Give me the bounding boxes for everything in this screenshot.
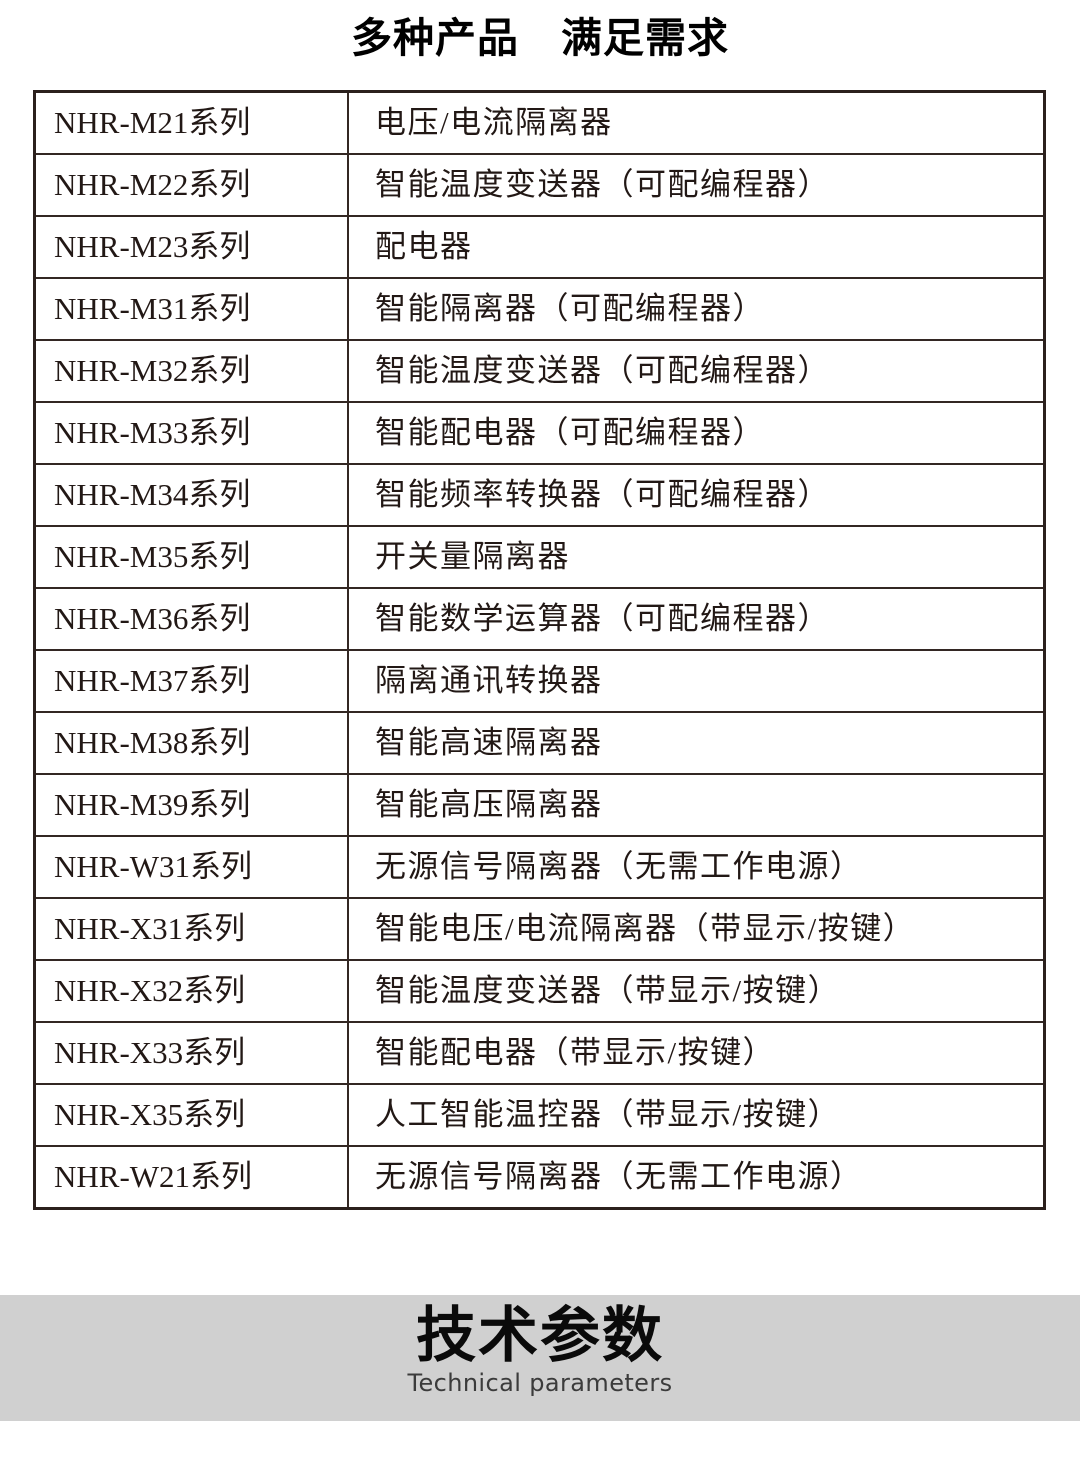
description-label: 智能数学运算器（可配编程器） (375, 601, 830, 636)
description-label: 智能高速隔离器 (375, 725, 603, 760)
table-cell-model: NHR-M37系列 (33, 649, 349, 713)
table-cell-model: NHR-X33系列 (33, 1021, 349, 1085)
model-label: NHR-W21系列 (54, 1159, 253, 1194)
model-label: NHR-M34系列 (54, 477, 251, 512)
description-label: 开关量隔离器 (375, 539, 570, 574)
table-row: NHR-M38系列 智能高速隔离器 (33, 711, 1046, 775)
description-label: 智能温度变送器（带显示/按键） (375, 973, 841, 1008)
table-cell-description: 开关量隔离器 (347, 525, 1046, 589)
model-label: NHR-M37系列 (54, 663, 251, 698)
description-label: 电压/电流隔离器 (375, 105, 613, 140)
table-row: NHR-W31系列 无源信号隔离器（无需工作电源） (33, 835, 1046, 899)
table-cell-model: NHR-M36系列 (33, 587, 349, 651)
description-label: 智能隔离器（可配编程器） (375, 291, 765, 326)
table-cell-description: 无源信号隔离器（无需工作电源） (347, 1145, 1046, 1210)
model-label: NHR-M35系列 (54, 539, 251, 574)
table-row: NHR-M35系列 开关量隔离器 (33, 525, 1046, 589)
model-label: NHR-W31系列 (54, 849, 253, 884)
model-label: NHR-M31系列 (54, 291, 251, 326)
table-cell-model: NHR-M21系列 (33, 90, 349, 155)
description-label: 智能温度变送器（可配编程器） (375, 167, 830, 202)
model-label: NHR-M32系列 (54, 353, 251, 388)
model-label: NHR-M21系列 (54, 105, 251, 140)
table-cell-model: NHR-M32系列 (33, 339, 349, 403)
model-label: NHR-M38系列 (54, 725, 251, 760)
description-label: 智能高压隔离器 (375, 787, 603, 822)
table-cell-description: 智能温度变送器（可配编程器） (347, 153, 1046, 217)
table-cell-description: 智能电压/电流隔离器（带显示/按键） (347, 897, 1046, 961)
table-row: NHR-X35系列 人工智能温控器（带显示/按键） (33, 1083, 1046, 1147)
model-label: NHR-X33系列 (54, 1035, 246, 1070)
table-row: NHR-X33系列 智能配电器（带显示/按键） (33, 1021, 1046, 1085)
table-row: NHR-W21系列 无源信号隔离器（无需工作电源） (33, 1145, 1046, 1210)
table-cell-description: 智能数学运算器（可配编程器） (347, 587, 1046, 651)
description-label: 隔离通讯转换器 (375, 663, 603, 698)
description-label: 配电器 (375, 229, 473, 264)
description-label: 智能配电器（可配编程器） (375, 415, 765, 450)
table-row: NHR-M32系列 智能温度变送器（可配编程器） (33, 339, 1046, 403)
table-cell-description: 配电器 (347, 215, 1046, 279)
table-cell-description: 智能温度变送器（带显示/按键） (347, 959, 1046, 1023)
table-cell-model: NHR-M31系列 (33, 277, 349, 341)
model-label: NHR-X32系列 (54, 973, 246, 1008)
model-label: NHR-M33系列 (54, 415, 251, 450)
table-cell-model: NHR-W31系列 (33, 835, 349, 899)
description-label: 无源信号隔离器（无需工作电源） (375, 1159, 863, 1194)
tech-parameters-title-cn: 技术参数 (416, 1302, 664, 1369)
table-row: NHR-M22系列 智能温度变送器（可配编程器） (33, 153, 1046, 217)
table-cell-description: 智能频率转换器（可配编程器） (347, 463, 1046, 527)
description-label: 无源信号隔离器（无需工作电源） (375, 849, 863, 884)
table-cell-model: NHR-W21系列 (33, 1145, 349, 1210)
tech-parameters-banner: 技术参数 Technical parameters (0, 1295, 1080, 1421)
table-cell-description: 智能配电器（带显示/按键） (347, 1021, 1046, 1085)
table-row: NHR-M31系列 智能隔离器（可配编程器） (33, 277, 1046, 341)
table-row: NHR-M23系列 配电器 (33, 215, 1046, 279)
table-row: NHR-M33系列 智能配电器（可配编程器） (33, 401, 1046, 465)
table-cell-model: NHR-X31系列 (33, 897, 349, 961)
tech-parameters-banner-inner: 技术参数 Technical parameters (0, 1295, 1080, 1398)
table-row: NHR-M37系列 隔离通讯转换器 (33, 649, 1046, 713)
page-title: 多种产品 满足需求 (351, 15, 729, 61)
table-row: NHR-X31系列 智能电压/电流隔离器（带显示/按键） (33, 897, 1046, 961)
description-label: 智能配电器（带显示/按键） (375, 1035, 776, 1070)
table-cell-description: 人工智能温控器（带显示/按键） (347, 1083, 1046, 1147)
table-cell-description: 智能温度变送器（可配编程器） (347, 339, 1046, 403)
description-label: 智能频率转换器（可配编程器） (375, 477, 830, 512)
table-cell-model: NHR-M33系列 (33, 401, 349, 465)
description-label: 人工智能温控器（带显示/按键） (375, 1097, 841, 1132)
table-row: NHR-M36系列 智能数学运算器（可配编程器） (33, 587, 1046, 651)
description-label: 智能电压/电流隔离器（带显示/按键） (375, 911, 916, 946)
product-table: NHR-M21系列 电压/电流隔离器 NHR-M22系列 智能温度变送器（可配编… (33, 90, 1046, 1210)
model-label: NHR-X31系列 (54, 911, 246, 946)
description-label: 智能温度变送器（可配编程器） (375, 353, 830, 388)
table-cell-model: NHR-M35系列 (33, 525, 349, 589)
table-cell-model: NHR-M22系列 (33, 153, 349, 217)
table-cell-description: 智能高速隔离器 (347, 711, 1046, 775)
table-cell-model: NHR-M34系列 (33, 463, 349, 527)
table-cell-description: 电压/电流隔离器 (347, 90, 1046, 155)
product-table-body: NHR-M21系列 电压/电流隔离器 NHR-M22系列 智能温度变送器（可配编… (33, 90, 1046, 1210)
model-label: NHR-M22系列 (54, 167, 251, 202)
product-table-container: NHR-M21系列 电压/电流隔离器 NHR-M22系列 智能温度变送器（可配编… (33, 90, 1046, 1210)
table-row: NHR-X32系列 智能温度变送器（带显示/按键） (33, 959, 1046, 1023)
table-cell-description: 无源信号隔离器（无需工作电源） (347, 835, 1046, 899)
table-cell-model: NHR-X35系列 (33, 1083, 349, 1147)
model-label: NHR-X35系列 (54, 1097, 246, 1132)
model-label: NHR-M23系列 (54, 229, 251, 264)
table-row: NHR-M21系列 电压/电流隔离器 (33, 90, 1046, 155)
model-label: NHR-M39系列 (54, 787, 251, 822)
table-cell-model: NHR-M38系列 (33, 711, 349, 775)
table-cell-description: 智能高压隔离器 (347, 773, 1046, 837)
table-cell-model: NHR-M23系列 (33, 215, 349, 279)
model-label: NHR-M36系列 (54, 601, 251, 636)
table-cell-description: 智能配电器（可配编程器） (347, 401, 1046, 465)
table-row: NHR-M39系列 智能高压隔离器 (33, 773, 1046, 837)
table-cell-model: NHR-X32系列 (33, 959, 349, 1023)
table-row: NHR-M34系列 智能频率转换器（可配编程器） (33, 463, 1046, 527)
table-cell-description: 智能隔离器（可配编程器） (347, 277, 1046, 341)
table-cell-model: NHR-M39系列 (33, 773, 349, 837)
tech-parameters-title-en: Technical parameters (407, 1369, 673, 1397)
table-cell-description: 隔离通讯转换器 (347, 649, 1046, 713)
